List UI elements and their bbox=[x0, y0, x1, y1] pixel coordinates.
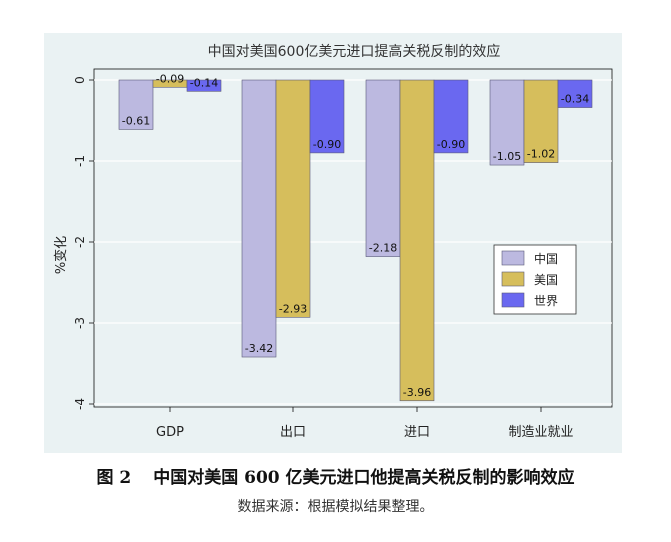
caption-number: 图 2 bbox=[96, 468, 132, 488]
bar bbox=[557, 79, 593, 108]
bar bbox=[241, 79, 277, 358]
figure-caption: 图 2 中国对美国 600 亿美元进口他提高关税反制的影响效应 bbox=[0, 463, 671, 488]
bar-chart: 中国对美国600亿美元进口提高关税反制的效应 0 -1 -2 -3 -4 %变化 -0.… bbox=[53, 43, 613, 440]
legend-swatch bbox=[501, 271, 525, 287]
bar-value-label: -1.05 bbox=[493, 150, 521, 163]
x-tick-label: 进口 bbox=[404, 425, 430, 440]
bar-value-label: -2.93 bbox=[279, 302, 307, 315]
legend-label: 美国 bbox=[534, 273, 558, 287]
bars: -0.61 -0.09 -0.14 -3.42 -2.93 -0.90 -2.18 -3.96… bbox=[118, 72, 593, 402]
legend-label: 中国 bbox=[534, 251, 558, 266]
bar-value-label: -0.61 bbox=[122, 114, 150, 127]
y-tick-label: 0 bbox=[73, 76, 87, 84]
bar bbox=[275, 79, 311, 318]
legend-label: 世界 bbox=[534, 294, 558, 308]
bar bbox=[489, 79, 525, 166]
bar bbox=[523, 79, 559, 163]
bar bbox=[433, 79, 469, 154]
bar-value-label: -0.90 bbox=[437, 138, 465, 151]
data-source-note: 数据来源：根据模拟结果整理。 bbox=[237, 499, 434, 515]
bar bbox=[365, 79, 401, 257]
y-axis: 0 -1 -2 -3 -4 bbox=[73, 76, 94, 410]
bar-value-label: -3.42 bbox=[245, 342, 273, 355]
x-axis: GDP 出口 进口 制造业就业 bbox=[156, 407, 574, 440]
bar-value-label: -0.09 bbox=[156, 72, 184, 85]
bar-value-label: -0.14 bbox=[190, 76, 218, 89]
bar-value-label: -2.18 bbox=[369, 242, 397, 255]
x-tick-label: 制造业就业 bbox=[508, 425, 573, 440]
legend-swatch bbox=[501, 250, 525, 266]
bar-value-label: -0.34 bbox=[561, 93, 589, 106]
y-tick-label: -3 bbox=[73, 317, 87, 329]
bar-value-label: -1.02 bbox=[527, 148, 555, 161]
caption-title: 中国对美国 600 亿美元进口他提高关税反制的影响效应 bbox=[153, 468, 575, 488]
y-tick-label: -1 bbox=[73, 155, 87, 167]
legend-swatch bbox=[501, 292, 525, 308]
y-tick-label: -2 bbox=[73, 236, 87, 248]
bar bbox=[399, 79, 435, 402]
bar bbox=[186, 79, 222, 92]
bar bbox=[118, 79, 154, 130]
y-axis-label: %变化 bbox=[53, 236, 69, 274]
bar bbox=[309, 79, 345, 154]
bar-value-label: -3.96 bbox=[403, 386, 431, 399]
bar-value-label: -0.90 bbox=[313, 138, 341, 151]
y-tick-label: -4 bbox=[73, 398, 87, 410]
x-tick-label: GDP bbox=[156, 425, 184, 440]
chart-title: 中国对美国600亿美元进口提高关税反制的效应 bbox=[208, 43, 501, 60]
x-tick-label: 出口 bbox=[280, 425, 306, 440]
